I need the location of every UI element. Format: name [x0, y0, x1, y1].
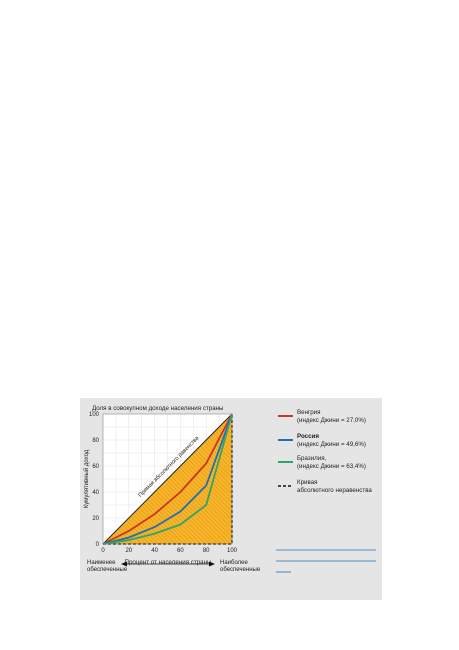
x-axis-label: Процент от населения страны	[125, 559, 212, 566]
y-tick-label: 0	[96, 542, 100, 548]
y-tick-label: 60	[92, 464, 99, 470]
x-tick-label: 60	[177, 548, 184, 554]
y-tick-label: 20	[92, 516, 99, 522]
plot-frame	[102, 413, 233, 545]
legend-name-russia: Россия	[297, 433, 319, 440]
y-tick-label: 100	[89, 412, 100, 418]
least-well-off-label-1: Наименее	[87, 560, 116, 566]
x-tick-label: 20	[125, 548, 132, 554]
most-well-off-label-1: Наиболее	[220, 560, 249, 566]
chart-title: Доля в совокупном доходе населения стран…	[92, 405, 224, 412]
series-line-brazil	[102, 413, 233, 545]
series-layer	[102, 413, 233, 545]
legend-inequality-line1: Кривая	[297, 479, 318, 486]
legend: Венгрия (индекс Джини = 27,0%) Россия (и…	[278, 409, 372, 494]
legend-inequality-line2: абсолютного неравенства	[297, 487, 372, 494]
y-tick-label: 40	[92, 490, 99, 496]
arrow-right-icon	[209, 561, 215, 567]
x-tick-label: 0	[101, 548, 105, 554]
legend-detail-brazil: (индекс Джини = 63,4%)	[297, 463, 366, 470]
ticks-layer: 0 20 40 60 80 100 0 20 40 60 80 100	[89, 412, 238, 554]
legend-detail-hungary: (индекс Джини = 27,0%)	[297, 417, 366, 424]
x-tick-label: 100	[227, 548, 238, 554]
x-tick-label: 80	[203, 548, 210, 554]
arrow-left-icon	[121, 561, 127, 567]
least-well-off-label-2: обеспеченные	[87, 567, 128, 573]
y-axis-label: Кумулятивный доход	[83, 449, 90, 508]
most-well-off-label-2: обеспеченные	[220, 567, 261, 573]
legend-detail-russia: (индекс Джини = 49,6%)	[297, 441, 366, 448]
legend-name-hungary: Венгрия	[297, 409, 321, 416]
series-line-russia	[102, 413, 233, 545]
lorenz-chart: Доля в совокупном доходе населения стран…	[83, 405, 376, 573]
equality-line	[102, 413, 233, 545]
y-tick-label: 80	[92, 438, 99, 444]
series-line-hungary	[102, 413, 233, 545]
legend-name-brazil: Бразилия,	[297, 455, 327, 462]
x-tick-label: 40	[151, 548, 158, 554]
chart-panel: Доля в совокупном доходе населения стран…	[80, 398, 382, 600]
